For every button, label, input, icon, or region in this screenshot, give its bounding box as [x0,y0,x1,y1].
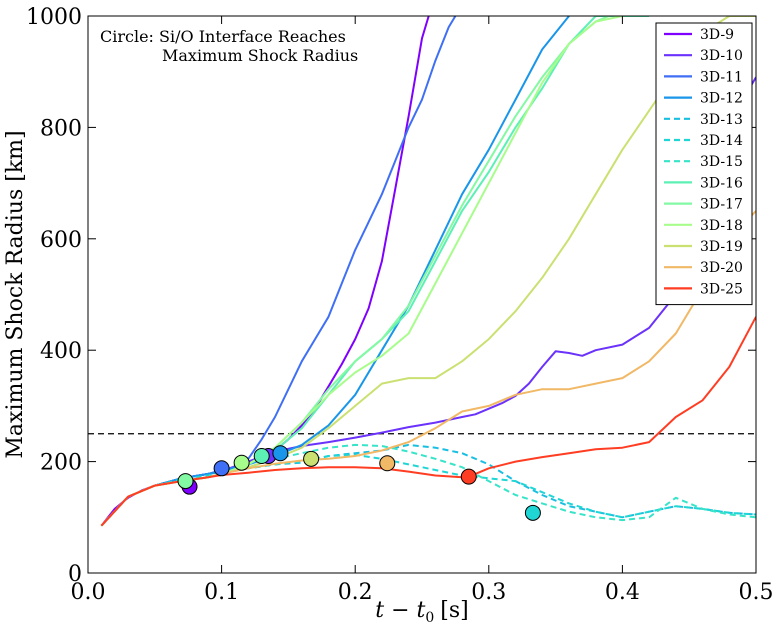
y-tick-label: 800 [40,116,82,141]
annotation-line-2: Maximum Shock Radius [162,46,358,65]
y-tick-label: 0 [68,562,82,587]
x-tick-label: 0.4 [605,580,640,605]
x-axis-label-unit: [s] [440,598,468,623]
legend-label-3D-10: 3D-10 [700,48,743,64]
legend-label-3D-15: 3D-15 [700,154,743,170]
y-tick-label: 1000 [26,5,82,30]
series-line-3D-25 [100,316,756,527]
x-axis-label: t − t0 [s] [375,598,469,626]
x-axis-label-main: t − t [375,598,425,623]
legend: 3D-9 3D-10 3D-11 3D-12 3D-13 3D-14 3D-15 3D-16 3… [655,22,753,306]
legend-label-3D-25: 3D-25 [700,281,743,297]
legend-label-3D-20: 3D-20 [700,260,743,276]
y-axis-label: Maximum Shock Radius [km] [3,130,28,458]
legend-label-3D-11: 3D-11 [700,69,743,85]
x-tick-label: 0.2 [338,580,373,605]
label-layer: t − t0 [s] Maximum Shock Radius [km] Circ… [3,27,469,626]
x-tick-label: 0.1 [204,580,239,605]
legend-label-3D-9: 3D-9 [700,27,734,43]
marker-3D-25 [460,468,477,485]
x-tick-label: 0.3 [471,580,506,605]
marker-3D-14 [524,504,541,521]
annotation-line-1: Circle: Si/O Interface Reaches [100,27,346,46]
y-tick-label: 400 [40,339,82,364]
legend-box [655,22,753,306]
marker-3D-12 [272,445,289,462]
legend-label-3D-16: 3D-16 [700,175,743,191]
series-line-3D-12 [100,16,570,527]
series-line-3D-18 [100,16,623,527]
marker-3D-11 [213,460,230,477]
series-line-3D-13 [100,443,756,527]
series-line-3D-17 [100,16,610,527]
x-tick-label: 0.0 [71,580,106,605]
x-tick-label: 0.5 [739,580,774,605]
tick-layer: 0.0 0.1 0.2 0.3 0.4 0.5 0 200 400 600 800 1000 [26,5,774,605]
series-line-3D-14 [100,453,756,527]
marker-3D-17 [177,473,194,490]
y-tick-label: 600 [40,228,82,253]
legend-label-3D-18: 3D-18 [700,218,743,234]
marker-3D-16 [253,448,270,465]
marker-3D-18 [233,454,250,471]
marker-3D-19 [303,450,320,467]
legend-label-3D-13: 3D-13 [700,112,743,128]
legend-label-3D-14: 3D-14 [700,133,743,149]
legend-label-3D-19: 3D-19 [700,239,743,255]
series-line-3D-15 [100,443,756,527]
marker-layer [177,445,541,521]
x-axis-label-subscript: 0 [425,610,434,626]
plot-frame [87,15,757,574]
legend-label-3D-17: 3D-17 [700,197,743,213]
marker-3D-20 [379,455,396,472]
series-line-3D-16 [100,16,650,527]
legend-label-3D-12: 3D-12 [700,91,743,107]
y-tick-label: 200 [40,451,82,476]
